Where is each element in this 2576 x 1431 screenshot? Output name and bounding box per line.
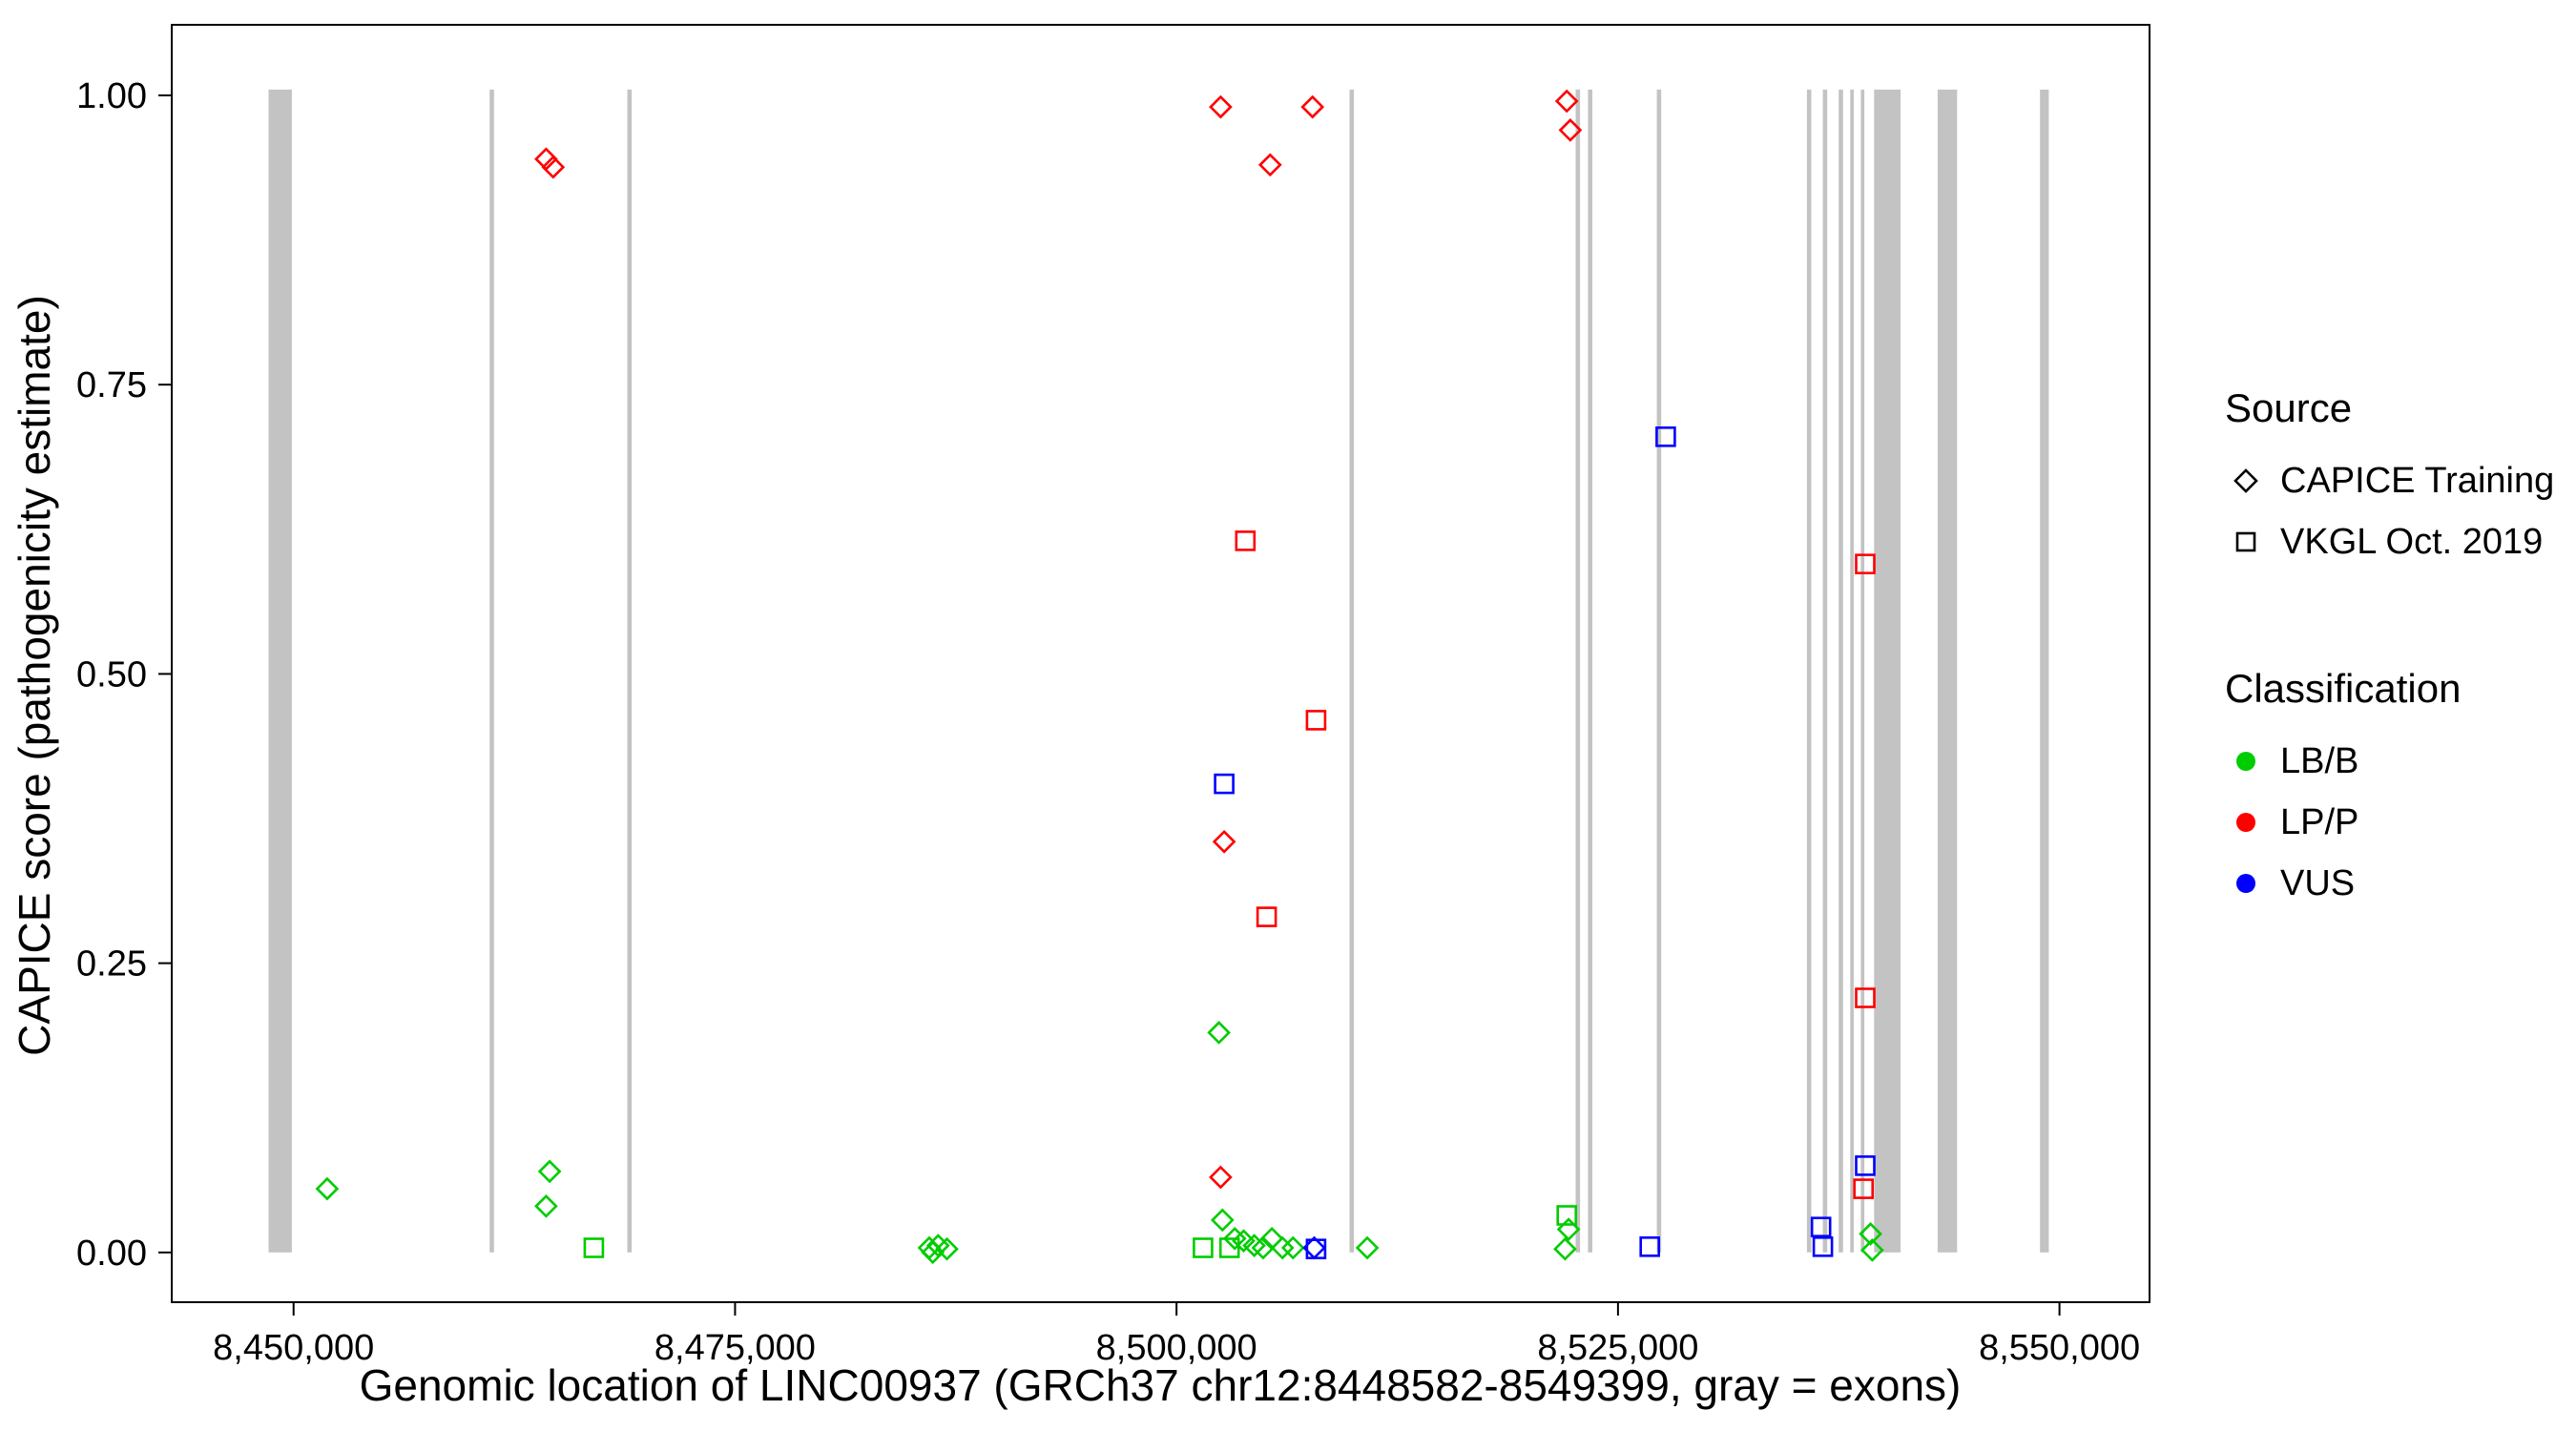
data-point-diamond bbox=[1280, 1235, 1305, 1260]
exon-bar bbox=[1349, 89, 1355, 1253]
data-point-square bbox=[1655, 425, 1676, 447]
data-point-square bbox=[583, 1237, 605, 1258]
data-point-diamond bbox=[1553, 1236, 1577, 1261]
x-tick-label: 8,525,000 bbox=[1537, 1328, 1698, 1368]
diamond-marker-icon bbox=[2233, 468, 2258, 493]
exon-bar bbox=[1874, 89, 1901, 1253]
x-axis-title: Genomic location of LINC00937 (GRCh37 ch… bbox=[360, 1360, 1962, 1410]
panel-border bbox=[171, 24, 2150, 1303]
data-point-square bbox=[1853, 1178, 1874, 1199]
data-point-diamond bbox=[1209, 94, 1233, 119]
legend-item-vus: VUS bbox=[2225, 853, 2554, 914]
exon-bar bbox=[2040, 89, 2049, 1253]
data-point-diamond bbox=[1210, 1208, 1235, 1233]
data-point-diamond bbox=[1212, 829, 1236, 854]
x-tick-label: 8,500,000 bbox=[1096, 1328, 1257, 1368]
data-point-diamond bbox=[1554, 89, 1579, 114]
data-point-diamond bbox=[1859, 1222, 1882, 1246]
legend-item-label: VUS bbox=[2280, 862, 2356, 903]
data-point-square bbox=[1639, 1236, 1660, 1257]
legend-item-capice-training: CAPICE Training bbox=[2225, 450, 2554, 511]
data-point-square bbox=[1235, 530, 1257, 551]
data-point-diamond bbox=[1300, 94, 1325, 119]
legend-item-lpp: LP/P bbox=[2225, 792, 2554, 853]
data-point-diamond bbox=[534, 1193, 558, 1218]
y-tick-label: 0.00 bbox=[76, 1234, 147, 1274]
data-point-diamond bbox=[1558, 118, 1583, 142]
legend: Source CAPICE Training VKGL Oct. 2019 Cl… bbox=[2225, 384, 2554, 914]
x-tick-label: 8,550,000 bbox=[1979, 1328, 2140, 1368]
data-point-square bbox=[1214, 773, 1235, 795]
data-point-diamond bbox=[315, 1176, 340, 1201]
data-point-square bbox=[1305, 1238, 1327, 1259]
data-point-diamond bbox=[537, 1159, 562, 1184]
legend-item-label: LP/P bbox=[2280, 801, 2359, 842]
legend-classification-title: Classification bbox=[2225, 666, 2462, 711]
y-axis-title: CAPICE score (pathogenicity estimate) bbox=[10, 295, 59, 1056]
data-point-diamond bbox=[1242, 1234, 1266, 1257]
legend-source-title: Source bbox=[2225, 385, 2353, 430]
green-dot-icon bbox=[2236, 752, 2255, 771]
exon-bar bbox=[1656, 89, 1662, 1253]
y-tick-label: 0.50 bbox=[76, 654, 147, 695]
exon-bar bbox=[1806, 89, 1812, 1253]
exon-bar bbox=[1850, 89, 1854, 1253]
y-tick-label: 0.25 bbox=[76, 944, 147, 985]
red-dot-icon bbox=[2236, 813, 2255, 832]
data-point-square bbox=[1218, 1237, 1240, 1258]
data-point-diamond bbox=[1860, 1238, 1884, 1262]
x-tick-label: 8,450,000 bbox=[213, 1328, 374, 1368]
axes-layer: 8,450,000 8,475,000 8,500,000 8,525,000 8,55… bbox=[76, 24, 2150, 1368]
data-point-square bbox=[1256, 906, 1278, 927]
exon-bar bbox=[627, 89, 633, 1253]
data-point-square bbox=[1193, 1237, 1214, 1258]
exon-bar bbox=[1860, 89, 1865, 1253]
exon-bars-layer bbox=[268, 89, 2049, 1253]
data-point-diamond bbox=[1556, 1217, 1581, 1241]
square-marker-icon bbox=[2235, 531, 2256, 552]
data-points-layer bbox=[315, 89, 1884, 1265]
data-point-square bbox=[1855, 987, 1876, 1008]
data-point-diamond bbox=[1209, 1165, 1233, 1190]
exon-bar bbox=[268, 89, 292, 1253]
exon-bar bbox=[1822, 89, 1828, 1253]
data-point-diamond bbox=[1207, 1021, 1231, 1045]
data-point-square bbox=[1305, 710, 1327, 731]
data-point-diamond bbox=[1355, 1235, 1380, 1260]
data-point-square bbox=[1812, 1236, 1834, 1257]
data-point-square bbox=[1855, 1155, 1876, 1176]
data-point-diamond bbox=[1270, 1235, 1295, 1260]
y-tick-label: 1.00 bbox=[76, 76, 147, 116]
data-point-diamond bbox=[921, 1240, 945, 1265]
data-point-diamond bbox=[534, 147, 558, 172]
data-point-square bbox=[1855, 553, 1876, 575]
data-point-square bbox=[1556, 1205, 1577, 1226]
legend-group-spacer bbox=[2225, 572, 2554, 664]
legend-item-label: VKGL Oct. 2019 bbox=[2280, 521, 2544, 562]
exon-bar bbox=[489, 89, 494, 1253]
data-point-square bbox=[1810, 1216, 1832, 1237]
y-tick-label: 0.75 bbox=[76, 365, 147, 405]
data-point-diamond bbox=[935, 1236, 959, 1261]
exon-bar bbox=[1588, 89, 1592, 1253]
exon-bar bbox=[1575, 89, 1581, 1253]
legend-item-label: LB/B bbox=[2280, 740, 2359, 781]
exon-bar bbox=[1839, 89, 1843, 1253]
blue-dot-icon bbox=[2236, 874, 2255, 893]
data-point-diamond bbox=[541, 155, 566, 179]
x-tick-label: 8,475,000 bbox=[654, 1328, 816, 1368]
legend-item-lbb: LB/B bbox=[2225, 731, 2554, 792]
data-point-diamond bbox=[1257, 153, 1282, 177]
legend-item-vkgl: VKGL Oct. 2019 bbox=[2225, 511, 2554, 572]
data-point-diamond bbox=[1232, 1229, 1256, 1254]
exon-bar bbox=[1937, 89, 1958, 1253]
data-point-diamond bbox=[1222, 1226, 1247, 1251]
data-point-diamond bbox=[1251, 1235, 1276, 1260]
legend-item-label: CAPICE Training bbox=[2280, 460, 2555, 501]
